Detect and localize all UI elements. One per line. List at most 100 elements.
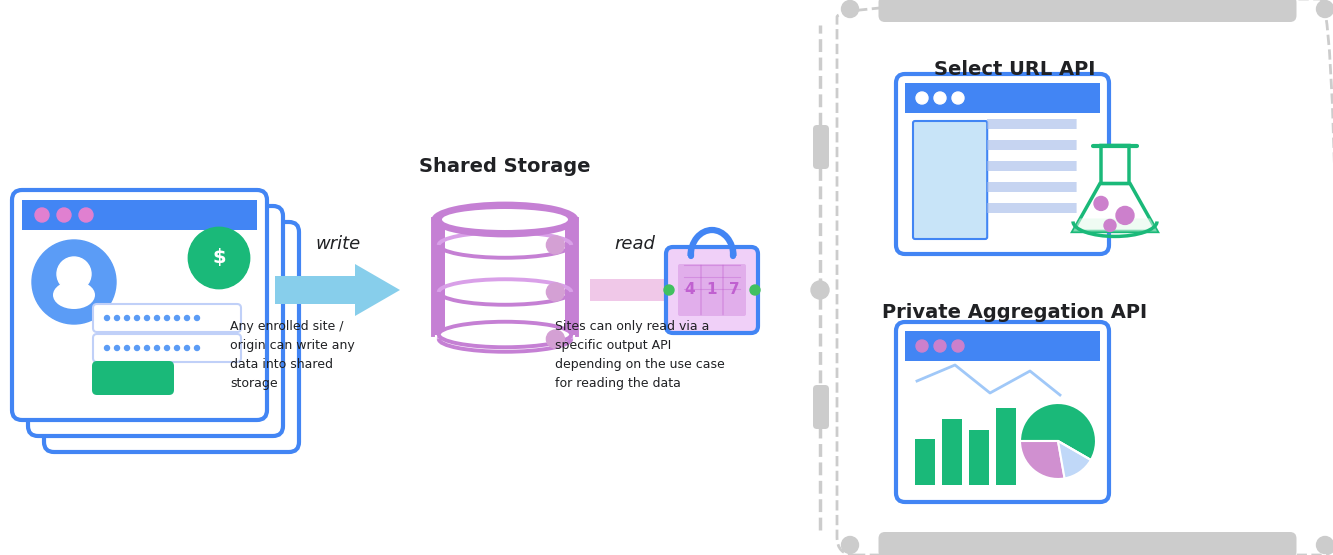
Polygon shape (905, 98, 1100, 113)
Text: 4: 4 (685, 282, 696, 297)
Circle shape (57, 208, 71, 222)
Circle shape (184, 315, 189, 320)
Circle shape (124, 315, 129, 320)
Circle shape (952, 92, 964, 104)
Text: 7: 7 (729, 282, 740, 297)
Circle shape (1317, 537, 1333, 553)
Circle shape (1317, 1, 1333, 18)
Circle shape (934, 92, 946, 104)
Ellipse shape (443, 209, 568, 230)
FancyBboxPatch shape (896, 322, 1109, 502)
Circle shape (195, 346, 200, 351)
Wedge shape (1058, 441, 1090, 478)
Circle shape (175, 315, 180, 320)
Circle shape (115, 346, 120, 351)
FancyBboxPatch shape (905, 83, 1100, 113)
FancyBboxPatch shape (813, 125, 829, 169)
Wedge shape (1020, 441, 1065, 479)
Text: write: write (316, 235, 361, 253)
Polygon shape (905, 346, 1100, 361)
FancyBboxPatch shape (12, 190, 267, 420)
Circle shape (952, 340, 964, 352)
Circle shape (135, 315, 140, 320)
FancyBboxPatch shape (44, 222, 299, 452)
FancyBboxPatch shape (986, 161, 1077, 171)
Ellipse shape (439, 322, 572, 347)
Circle shape (916, 340, 928, 352)
Circle shape (1094, 196, 1108, 210)
Circle shape (547, 283, 564, 301)
FancyBboxPatch shape (1101, 145, 1129, 184)
Circle shape (104, 346, 109, 351)
FancyBboxPatch shape (700, 264, 724, 316)
FancyBboxPatch shape (905, 331, 1100, 361)
Circle shape (664, 285, 674, 295)
Circle shape (934, 340, 946, 352)
FancyBboxPatch shape (896, 74, 1109, 254)
Ellipse shape (53, 281, 95, 309)
Polygon shape (1073, 184, 1157, 231)
Polygon shape (23, 215, 257, 230)
Polygon shape (565, 219, 577, 335)
FancyBboxPatch shape (722, 264, 746, 316)
Circle shape (841, 537, 858, 553)
FancyBboxPatch shape (813, 385, 829, 429)
Text: $: $ (212, 249, 225, 268)
Polygon shape (591, 269, 760, 311)
Polygon shape (942, 419, 962, 485)
Wedge shape (1058, 441, 1090, 460)
FancyBboxPatch shape (92, 361, 175, 395)
Circle shape (104, 315, 109, 320)
Circle shape (164, 346, 169, 351)
Text: Select URL API: Select URL API (934, 60, 1096, 79)
Polygon shape (1073, 219, 1157, 231)
FancyBboxPatch shape (986, 203, 1077, 213)
Polygon shape (969, 431, 989, 485)
Circle shape (144, 315, 149, 320)
Circle shape (750, 285, 760, 295)
Wedge shape (1020, 403, 1096, 460)
Circle shape (547, 236, 564, 254)
Text: Any enrolled site /
origin can write any
data into shared
storage: Any enrolled site / origin can write any… (231, 320, 355, 390)
Polygon shape (914, 439, 934, 485)
Circle shape (184, 346, 189, 351)
FancyBboxPatch shape (23, 200, 257, 230)
Circle shape (164, 315, 169, 320)
Circle shape (32, 240, 116, 324)
Circle shape (144, 346, 149, 351)
Circle shape (155, 346, 160, 351)
FancyBboxPatch shape (93, 304, 241, 332)
FancyBboxPatch shape (986, 182, 1077, 192)
Circle shape (195, 315, 200, 320)
Circle shape (916, 92, 928, 104)
FancyBboxPatch shape (666, 247, 758, 333)
Circle shape (124, 346, 129, 351)
Circle shape (115, 315, 120, 320)
Text: Private Aggregation API: Private Aggregation API (882, 304, 1148, 322)
Polygon shape (433, 219, 445, 335)
Circle shape (79, 208, 93, 222)
FancyBboxPatch shape (28, 206, 283, 436)
Text: Sites can only read via a
specific output API
depending on the use case
for read: Sites can only read via a specific outpu… (555, 320, 725, 390)
Circle shape (547, 330, 564, 348)
Circle shape (1116, 206, 1134, 224)
Polygon shape (996, 407, 1016, 485)
FancyBboxPatch shape (913, 121, 988, 239)
Circle shape (1078, 1, 1096, 18)
Circle shape (155, 315, 160, 320)
Text: read: read (615, 235, 656, 253)
Polygon shape (433, 219, 577, 335)
Circle shape (1104, 219, 1116, 231)
Circle shape (1078, 537, 1096, 553)
Ellipse shape (433, 203, 577, 236)
Circle shape (35, 208, 49, 222)
Circle shape (57, 257, 91, 291)
Circle shape (175, 346, 180, 351)
FancyBboxPatch shape (93, 334, 241, 362)
FancyBboxPatch shape (986, 119, 1077, 129)
FancyBboxPatch shape (878, 0, 1297, 22)
Text: 1: 1 (706, 282, 717, 297)
Circle shape (189, 228, 249, 288)
Text: Shared Storage: Shared Storage (420, 158, 591, 176)
Circle shape (135, 346, 140, 351)
